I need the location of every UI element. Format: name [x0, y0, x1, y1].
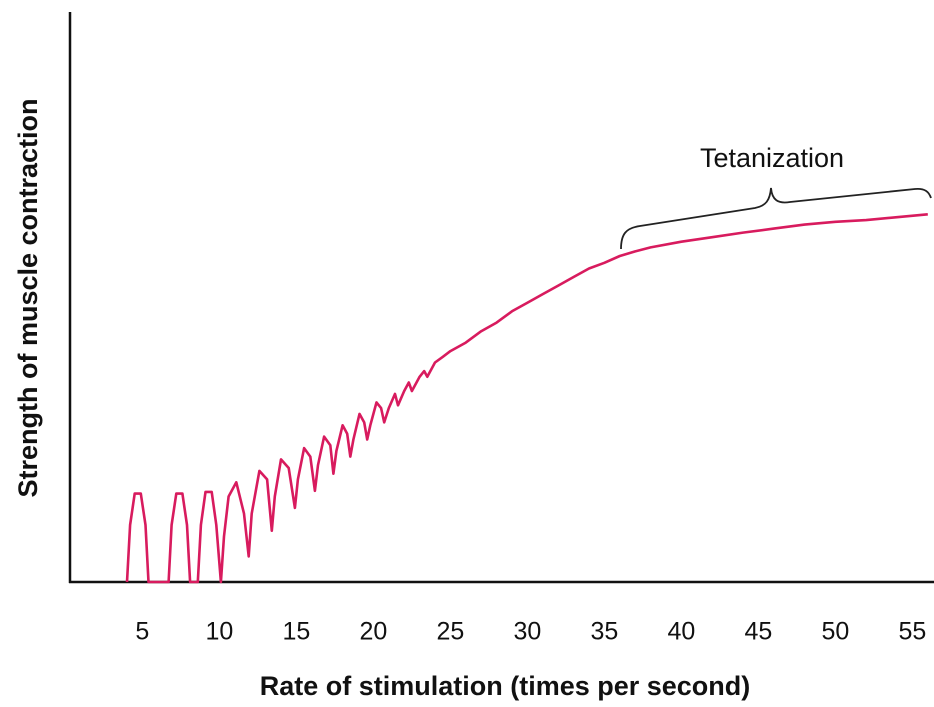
line	[125, 213, 928, 584]
x-tick-label: 50	[822, 618, 850, 646]
y-axis-title: Strength of muscle contraction	[13, 98, 43, 497]
x-tick-label: 55	[899, 618, 927, 646]
x-tick-label: 35	[591, 618, 619, 646]
x-tick-label: 20	[359, 618, 387, 646]
x-tick-label: 30	[514, 618, 542, 646]
annotation: Tetanization	[700, 143, 844, 173]
x-tick-label: 15	[282, 618, 310, 646]
x-tick-label: 45	[745, 618, 773, 646]
x-tick-label: 10	[205, 618, 233, 646]
x-tick-label: 40	[668, 618, 696, 646]
x-tick-label: 25	[437, 618, 465, 646]
brace	[620, 187, 932, 250]
x-axis-title: Rate of stimulation (times per second)	[260, 671, 751, 701]
x-tick-label: 5	[135, 618, 149, 646]
